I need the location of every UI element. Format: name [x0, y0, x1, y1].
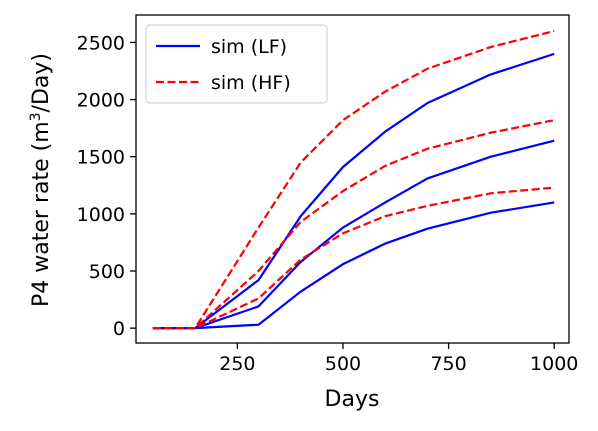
legend-label-lf: sim (LF) — [211, 36, 287, 58]
y-tick-label: 0 — [113, 318, 125, 340]
x-tick-label: 500 — [325, 353, 361, 375]
series-line-hf-5 — [152, 119, 555, 330]
y-axis-label: P4 water rate (m3/Day) — [28, 53, 54, 307]
x-tick-label: 1000 — [530, 353, 578, 375]
x-axis-ticks: 250 500 750 1000 — [219, 343, 578, 375]
y-tick-label: 500 — [89, 261, 125, 283]
y-axis-label-main: P4 water rate (m — [29, 121, 54, 307]
x-tick-label: 750 — [430, 353, 466, 375]
series-line-hf-4 — [152, 29, 555, 330]
y-axis-label-tail: /Day) — [29, 53, 54, 112]
y-axis-label-superscript: 3 — [28, 112, 44, 121]
y-tick-label: 2000 — [77, 90, 125, 112]
legend-label-hf: sim (HF) — [211, 72, 291, 94]
legend-box — [145, 24, 328, 104]
plot-frame — [135, 14, 570, 344]
series-layer — [152, 29, 555, 330]
x-axis-label: Days — [325, 387, 380, 412]
x-tick-label: 250 — [219, 353, 255, 375]
series-line-hf-6 — [152, 186, 555, 330]
legend: sim (LF) sim (HF) — [145, 24, 328, 104]
y-axis-ticks: 0 500 1000 1500 2000 2500 — [77, 32, 136, 340]
series-line-lf-3 — [152, 201, 555, 330]
y-tick-label: 1000 — [77, 204, 125, 226]
y-tick-label: 1500 — [77, 147, 125, 169]
y-tick-label: 2500 — [77, 32, 125, 54]
